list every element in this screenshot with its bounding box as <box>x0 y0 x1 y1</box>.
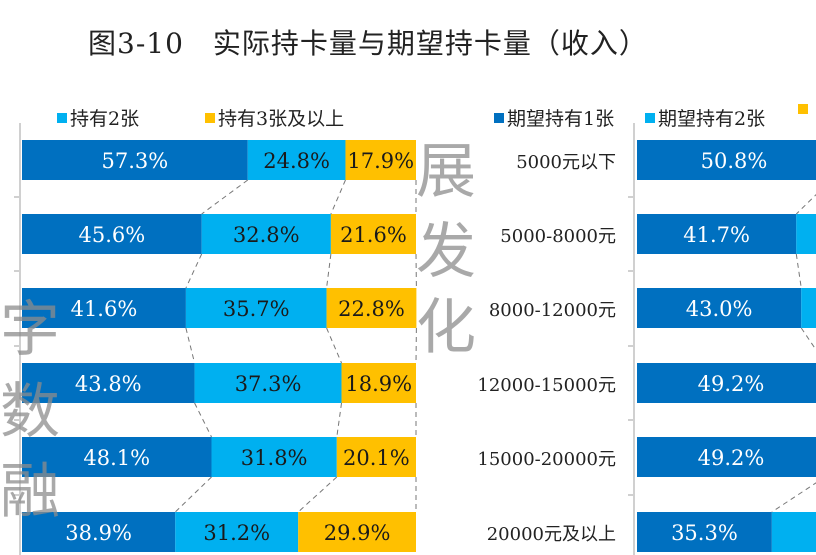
data-label: 37.3% <box>235 372 302 396</box>
watermark-char: 融 <box>0 457 60 527</box>
data-label: 31.8% <box>241 446 308 470</box>
category-label: 5000元以下 <box>516 152 616 173</box>
series-line <box>326 253 332 289</box>
series-line <box>800 327 816 351</box>
bar-segment <box>637 363 816 403</box>
series-line <box>771 482 816 513</box>
legend-item-hold-3plus: 持有3张及以上 <box>205 104 344 131</box>
data-label: 43.0% <box>686 297 753 321</box>
category-label: 5000-8000元 <box>500 226 616 247</box>
watermark-char: 展 <box>416 137 476 207</box>
series-line <box>185 253 203 289</box>
bar-segment <box>22 140 248 180</box>
bar-segment <box>247 140 346 180</box>
data-label: 43.8% <box>75 372 142 396</box>
series-line <box>201 179 249 215</box>
bar-segment <box>175 512 299 552</box>
data-label: 32.8% <box>233 223 300 247</box>
bar-segment <box>341 363 416 403</box>
data-label: 50.8% <box>701 149 768 173</box>
series-line <box>336 402 343 438</box>
legend-item-expect-2: 期望持有2张 <box>645 104 765 131</box>
bar-segment <box>637 288 802 328</box>
category-label: 12000-15000元 <box>477 375 616 396</box>
data-label: 31.2% <box>203 521 270 545</box>
series-line <box>795 253 802 289</box>
series-line <box>795 194 816 215</box>
bar-segment <box>771 512 816 552</box>
category-label: 20000元及以上 <box>486 524 616 545</box>
bar-segment <box>22 437 212 477</box>
bar-segment <box>637 214 797 254</box>
data-label: 41.6% <box>71 297 138 321</box>
data-label: 18.9% <box>345 372 412 396</box>
bar-segment <box>201 214 331 254</box>
legend-item-expect-1: 期望持有1张 <box>494 104 614 131</box>
legend-swatch <box>798 104 808 114</box>
legend-swatch <box>57 112 67 123</box>
category-label: 8000-12000元 <box>488 300 616 321</box>
bar-segment <box>194 363 342 403</box>
data-label: 29.9% <box>324 521 391 545</box>
bar-segment <box>801 288 816 328</box>
watermark-char: 发 <box>416 217 476 287</box>
bar-segment <box>298 512 416 552</box>
bar-segment <box>22 214 202 254</box>
chart-title: 图3-10 实际持卡量与期望持卡量（收入） <box>88 27 648 60</box>
legend-item-expect-3 <box>798 104 811 114</box>
data-label: 49.2% <box>698 446 765 470</box>
bar-segment <box>22 512 176 552</box>
data-label: 24.8% <box>263 149 330 173</box>
data-label: 35.3% <box>671 521 738 545</box>
series-line <box>174 476 212 513</box>
legend-swatch <box>205 112 215 123</box>
data-label: 38.9% <box>65 521 132 545</box>
series-line <box>326 327 342 364</box>
data-label: 20.1% <box>343 446 410 470</box>
bar-segment <box>211 437 337 477</box>
legend-label: 持有3张及以上 <box>218 108 345 130</box>
legend-label: 期望持有1张 <box>507 108 615 130</box>
data-label: 45.6% <box>78 223 145 247</box>
bar-segment <box>326 288 417 328</box>
legend-label: 期望持有2张 <box>658 108 766 130</box>
category-label: 15000-20000元 <box>477 449 616 470</box>
bar-segment <box>637 140 816 180</box>
watermark-char: 数 <box>0 377 60 447</box>
legend-swatch <box>645 112 655 123</box>
legend-swatch <box>494 112 504 123</box>
data-label: 21.6% <box>340 223 407 247</box>
series-line <box>185 327 196 364</box>
series-line <box>297 476 338 513</box>
data-label: 57.3% <box>102 149 169 173</box>
series-line <box>194 402 212 438</box>
data-label: 17.9% <box>347 149 414 173</box>
data-label: 41.7% <box>683 223 750 247</box>
bar-segment <box>345 140 416 180</box>
legend-item-hold-2: 持有2张 <box>57 104 139 131</box>
bar-segment <box>185 288 327 328</box>
watermark-char: 化 <box>416 293 476 363</box>
series-line <box>330 179 346 215</box>
data-label: 35.7% <box>223 297 290 321</box>
bar-segment <box>330 214 416 254</box>
data-label: 48.1% <box>83 446 150 470</box>
bar-segment <box>796 214 816 254</box>
bar-segment <box>22 363 195 403</box>
data-label: 49.2% <box>698 372 765 396</box>
data-label: 22.8% <box>338 297 405 321</box>
legend-label: 持有2张 <box>70 108 140 130</box>
bar-segment <box>637 437 816 477</box>
bar-segment <box>22 288 186 328</box>
bar-segment <box>637 512 772 552</box>
watermark-char: 字 <box>0 295 60 365</box>
bar-segment <box>336 437 416 477</box>
